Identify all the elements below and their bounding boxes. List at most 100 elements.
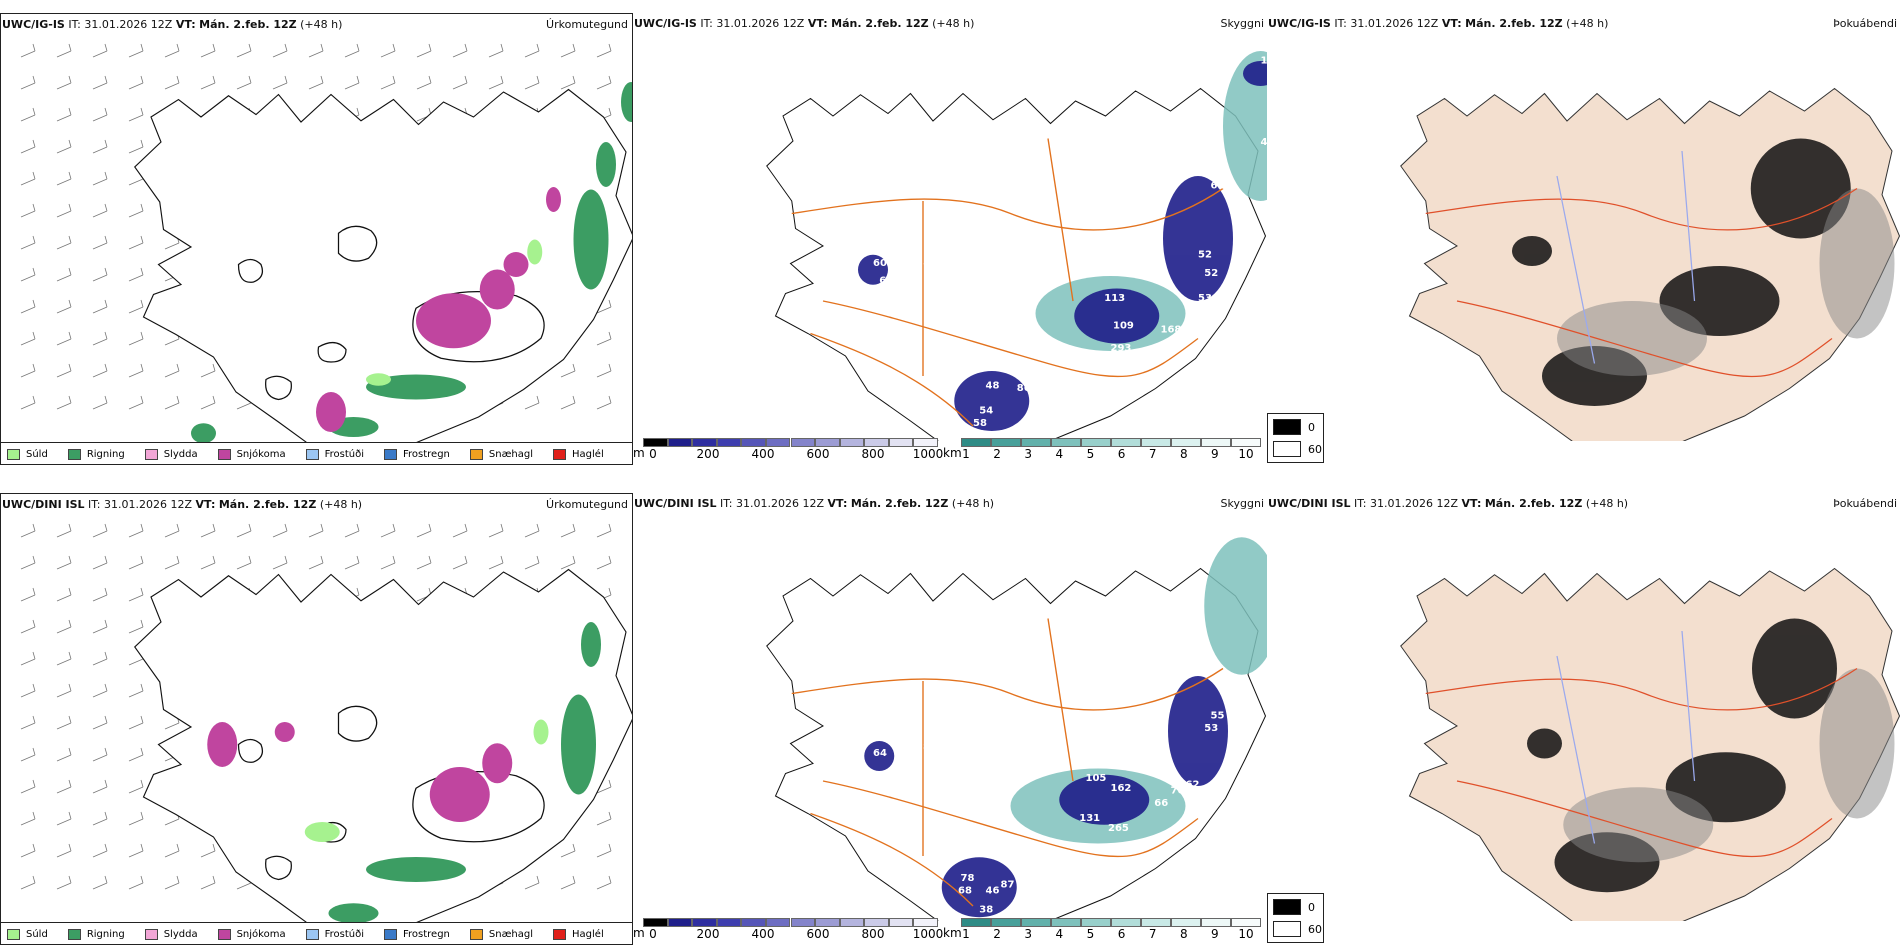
wind-barb [272,523,288,538]
visibility-tick: 2 [993,447,1001,461]
visibility-tick: 3 [1024,447,1033,461]
elevation-bin [667,438,693,447]
visibility-tick: 5 [1086,927,1095,941]
it-label: IT: [1334,17,1347,30]
colorbar-area: m 0 200 400 600 800 1000 km 1 2 3 4 5 6 7 8 9 10 [633,918,1267,942]
elevation-bin [643,918,668,927]
cloud-base-label: 66 [1154,798,1168,809]
wind-barb [524,523,540,538]
elevation-tick: 800 [861,927,885,941]
precip-map [20,523,632,922]
road-network [1425,187,1858,378]
wind-barb [416,555,432,570]
wind-barb [128,203,144,218]
cloud-base-label: 265 [1108,823,1129,834]
cloud-base-label: 46 [986,886,1000,897]
wind-barb [596,331,612,346]
panel-header: UWC/DINI ISL IT: 31.01.2026 12Z VT: Mán.… [634,497,994,510]
wind-barb [20,235,36,250]
visibility-bin [1021,438,1051,447]
elevation-tick: 1000 [912,927,944,941]
precip-panel-row2: UWC/DINI ISL IT: 31.01.2026 12Z VT: Mán.… [0,493,633,945]
wind-barb [56,267,72,282]
cloud-base-label: 162 [1111,783,1132,794]
vt-label: VT: [195,498,216,511]
wind-barb [344,43,360,58]
fog-panel-row1: UWC/IG-IS IT: 31.01.2026 12Z VT: Mán. 2.… [1267,13,1900,465]
wind-barb [92,715,108,730]
vt-value: Mán. 2.feb. 12Z [831,17,929,30]
cloud-base-label: 52 [1198,249,1212,260]
wind-barb [56,523,72,538]
legend-item-snow-pellets: Snæhagl [469,928,533,940]
model-label: UWC/DINI ISL [634,497,717,510]
vt-label: VT: [827,497,848,510]
panel-title: Úrkomutegund [546,18,628,31]
cloud-base-label: 48 [986,381,1000,392]
elevation-bin [888,918,914,927]
wind-barb [20,683,36,698]
wind-barb [128,299,144,314]
wind-barb [236,75,252,90]
fog-legend-max: 60 [1308,443,1322,456]
wind-barb [236,555,252,570]
wind-barb [416,523,432,538]
wind-barb [20,875,36,890]
fog-base-areas [858,61,1267,431]
visibility-tick: 5 [1086,447,1095,461]
it-value: 31.01.2026 12Z [1370,497,1459,510]
cloud-base-label: 105 [1086,773,1107,784]
wind-barb [56,715,72,730]
wind-barb [200,523,216,538]
lead-time: (+48 h) [951,497,995,510]
road-network [791,618,1224,907]
visibility-bin [1201,438,1231,447]
fog-dense-areas [1512,138,1851,406]
fog-legend: 0 60 [1267,413,1324,463]
road-network [1425,667,1858,858]
visibility-bin [1111,918,1141,927]
cloud-base-labels: 6060704886585458153450615252531131092931… [873,56,1267,430]
wind-barb [56,843,72,858]
visibility-tick: 6 [1117,927,1126,941]
wind-barb [56,331,72,346]
it-label: IT: [88,498,101,511]
wind-barb [20,171,36,186]
wind-barb [416,43,432,58]
wind-barb [452,75,468,90]
panel-header: UWC/IG-IS IT: 31.01.2026 12Z VT: Mán. 2.… [634,17,974,30]
wind-barb [488,523,504,538]
wind-barb [164,843,180,858]
wind-barb [20,363,36,378]
cloud-base-label: 38 [979,904,993,915]
wind-barb [128,331,144,346]
snow-areas [207,722,513,822]
wind-barb [20,75,36,90]
wind-barb [596,299,612,314]
visibility-tick: 6 [1117,447,1126,461]
cloud-base-label: 64 [873,748,887,759]
wind-barb [56,587,72,602]
wind-barb [596,363,612,378]
cloud-base-label: 70 [1171,786,1185,797]
visibility-bin [991,438,1021,447]
visibility-panel-row1: UWC/IG-IS IT: 31.01.2026 12Z VT: Mán. 2.… [633,13,1267,465]
cloud-base-label: 58 [973,418,987,429]
wind-barb [20,331,36,346]
wind-barb [92,43,108,58]
wind-barb [128,587,144,602]
drizzle-areas [366,239,543,386]
rivers [1556,630,1696,844]
vt-label: VT: [1461,497,1482,510]
wind-barb [92,587,108,602]
cloud-base-label: 78 [961,873,975,884]
fog-medium-areas [1563,668,1895,863]
wind-barb [56,299,72,314]
wind-barb [452,555,468,570]
wind-barb [56,235,72,250]
fog-legend-min: 0 [1308,421,1315,434]
wind-barb [200,75,216,90]
wind-barb [308,555,324,570]
